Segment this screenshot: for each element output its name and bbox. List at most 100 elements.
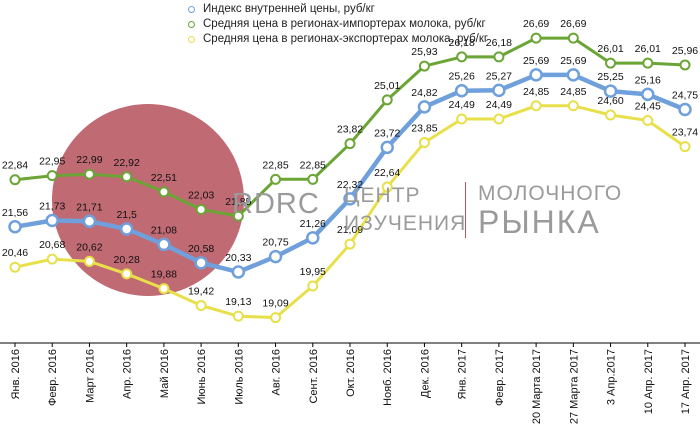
point-importers: [46, 170, 58, 182]
point-importers: [605, 57, 617, 69]
data-label-domestic-index: 23,72: [374, 127, 400, 139]
data-label-importers: 22,95: [39, 156, 65, 168]
data-label-domestic-index: 25,27: [486, 70, 512, 82]
data-label-exporters: 23,85: [411, 123, 437, 135]
data-label-importers: 22,85: [300, 159, 326, 171]
x-tick-label: Февр. 2017: [494, 349, 506, 406]
x-tick-label: Окт. 2016: [345, 349, 357, 397]
point-importers: [456, 51, 468, 63]
point-importers: [493, 51, 505, 63]
x-tick-label: Янв. 2017: [457, 349, 469, 399]
x-tick-label: 3 Апр.2017: [606, 349, 618, 405]
point-domestic-index: [231, 265, 246, 279]
point-domestic-index: [119, 222, 134, 236]
point-importers: [530, 32, 542, 44]
data-label-domestic-index: 22,32: [337, 179, 363, 191]
data-label-domestic-index: 21,73: [39, 201, 65, 213]
point-domestic-index: [641, 87, 655, 102]
data-label-importers: 26,18: [486, 37, 512, 49]
data-label-domestic-index: 24,82: [411, 87, 437, 99]
legend-label-domestic-index: Индекс внутренней цены, руб/кг: [203, 3, 375, 15]
legend-item-exporters: Средняя цена в регионах-экспортерах моло…: [188, 32, 488, 47]
x-tick-label: 27 Марта 2017: [568, 349, 580, 424]
data-label-importers: 22,92: [114, 157, 140, 169]
point-exporters: [9, 261, 21, 273]
legend-item-importers: Средняя цена в регионах-импортерах молок…: [188, 17, 488, 32]
data-label-domestic-index: 21,71: [76, 201, 102, 213]
point-exporters: [83, 255, 95, 267]
watermark-right-line2: РЫНКА: [478, 204, 601, 240]
data-label-domestic-index: 25,26: [449, 71, 475, 83]
point-domestic-index: [566, 68, 581, 82]
x-tick-label: Июль 2016: [233, 349, 245, 405]
x-tick-label: 20 Марта 2017: [531, 349, 543, 424]
data-label-importers: 26,69: [523, 18, 549, 30]
x-tick-label: 17 Апр. 2017: [680, 349, 692, 414]
point-importers: [195, 203, 207, 215]
point-importers: [381, 94, 393, 106]
point-domestic-index: [268, 249, 283, 264]
data-label-importers: 26,01: [635, 43, 661, 55]
point-importers: [121, 171, 133, 183]
data-labels: 21,56 21,73 21,71 21,5 21,08 20,58 20,33 20,75 2…: [2, 18, 698, 310]
data-label-importers: 22,84: [2, 160, 28, 172]
data-label-exporters: 24,49: [486, 99, 512, 111]
legend-label-exporters: Средняя цена в регионах-экспортерах моло…: [203, 33, 489, 45]
point-exporters: [381, 181, 393, 193]
point-domestic-index: [380, 140, 394, 155]
x-tick-label: Дек. 2016: [419, 349, 431, 398]
data-label-domestic-index: 21,56: [2, 207, 28, 219]
x-tick-label: 10 Апр. 2017: [643, 349, 655, 414]
data-label-exporters: 22,64: [374, 167, 400, 179]
x-tick-label: Сент. 2016: [308, 349, 320, 404]
data-label-importers: 22,85: [262, 159, 288, 171]
point-exporters: [493, 113, 505, 125]
point-importers: [158, 186, 170, 198]
data-label-domestic-index: 20,58: [188, 243, 214, 255]
point-importers: [270, 173, 282, 185]
legend-marker-importers: [188, 21, 195, 28]
data-label-exporters: 19,13: [225, 296, 251, 308]
point-importers: [679, 59, 691, 71]
point-exporters: [46, 253, 58, 265]
point-domestic-index: [454, 83, 469, 98]
point-importers: [83, 168, 95, 180]
data-label-domestic-index: 20,33: [225, 252, 251, 264]
point-domestic-index: [8, 220, 22, 234]
data-label-exporters: 24,85: [560, 86, 586, 98]
point-domestic-index: [194, 256, 208, 270]
data-label-importers: 21,85: [225, 196, 251, 208]
x-tick-label: Авг. 2016: [271, 349, 283, 395]
x-tick-label: Янв. 2016: [10, 349, 22, 399]
watermark-center-line1: ЦЕНТР: [344, 184, 421, 207]
data-label-exporters: 20,68: [39, 239, 65, 251]
data-label-domestic-index: 25,69: [523, 55, 549, 67]
point-exporters: [605, 109, 617, 121]
point-exporters: [232, 310, 244, 322]
data-label-domestic-index: 24,75: [672, 89, 698, 101]
series-markers: [8, 32, 692, 324]
point-domestic-index: [82, 214, 97, 229]
point-domestic-index: [529, 68, 543, 82]
point-exporters: [270, 312, 282, 324]
data-label-importers: 22,99: [76, 154, 102, 166]
data-label-domestic-index: 20,75: [262, 237, 288, 249]
point-exporters: [307, 280, 319, 292]
data-label-exporters: 20,62: [76, 241, 102, 253]
point-domestic-index: [157, 237, 171, 252]
data-label-exporters: 19,09: [262, 298, 288, 310]
data-label-importers: 25,01: [374, 80, 400, 92]
point-importers: [344, 138, 356, 150]
point-exporters: [530, 100, 542, 112]
data-label-domestic-index: 25,69: [560, 55, 586, 67]
data-label-domestic-index: 21,08: [151, 224, 177, 236]
data-label-exporters: 24,49: [449, 99, 475, 111]
data-label-domestic-index: 25,16: [635, 74, 661, 86]
legend-marker-exporters: [188, 36, 195, 43]
data-label-importers: 26,69: [560, 18, 586, 30]
data-label-exporters: 21,09: [337, 224, 363, 236]
legend-label-importers: Средняя цена в регионах-импортерах молок…: [203, 18, 486, 30]
x-tick-label: Апр. 2016: [122, 349, 134, 399]
data-label-exporters: 24,60: [597, 95, 623, 107]
